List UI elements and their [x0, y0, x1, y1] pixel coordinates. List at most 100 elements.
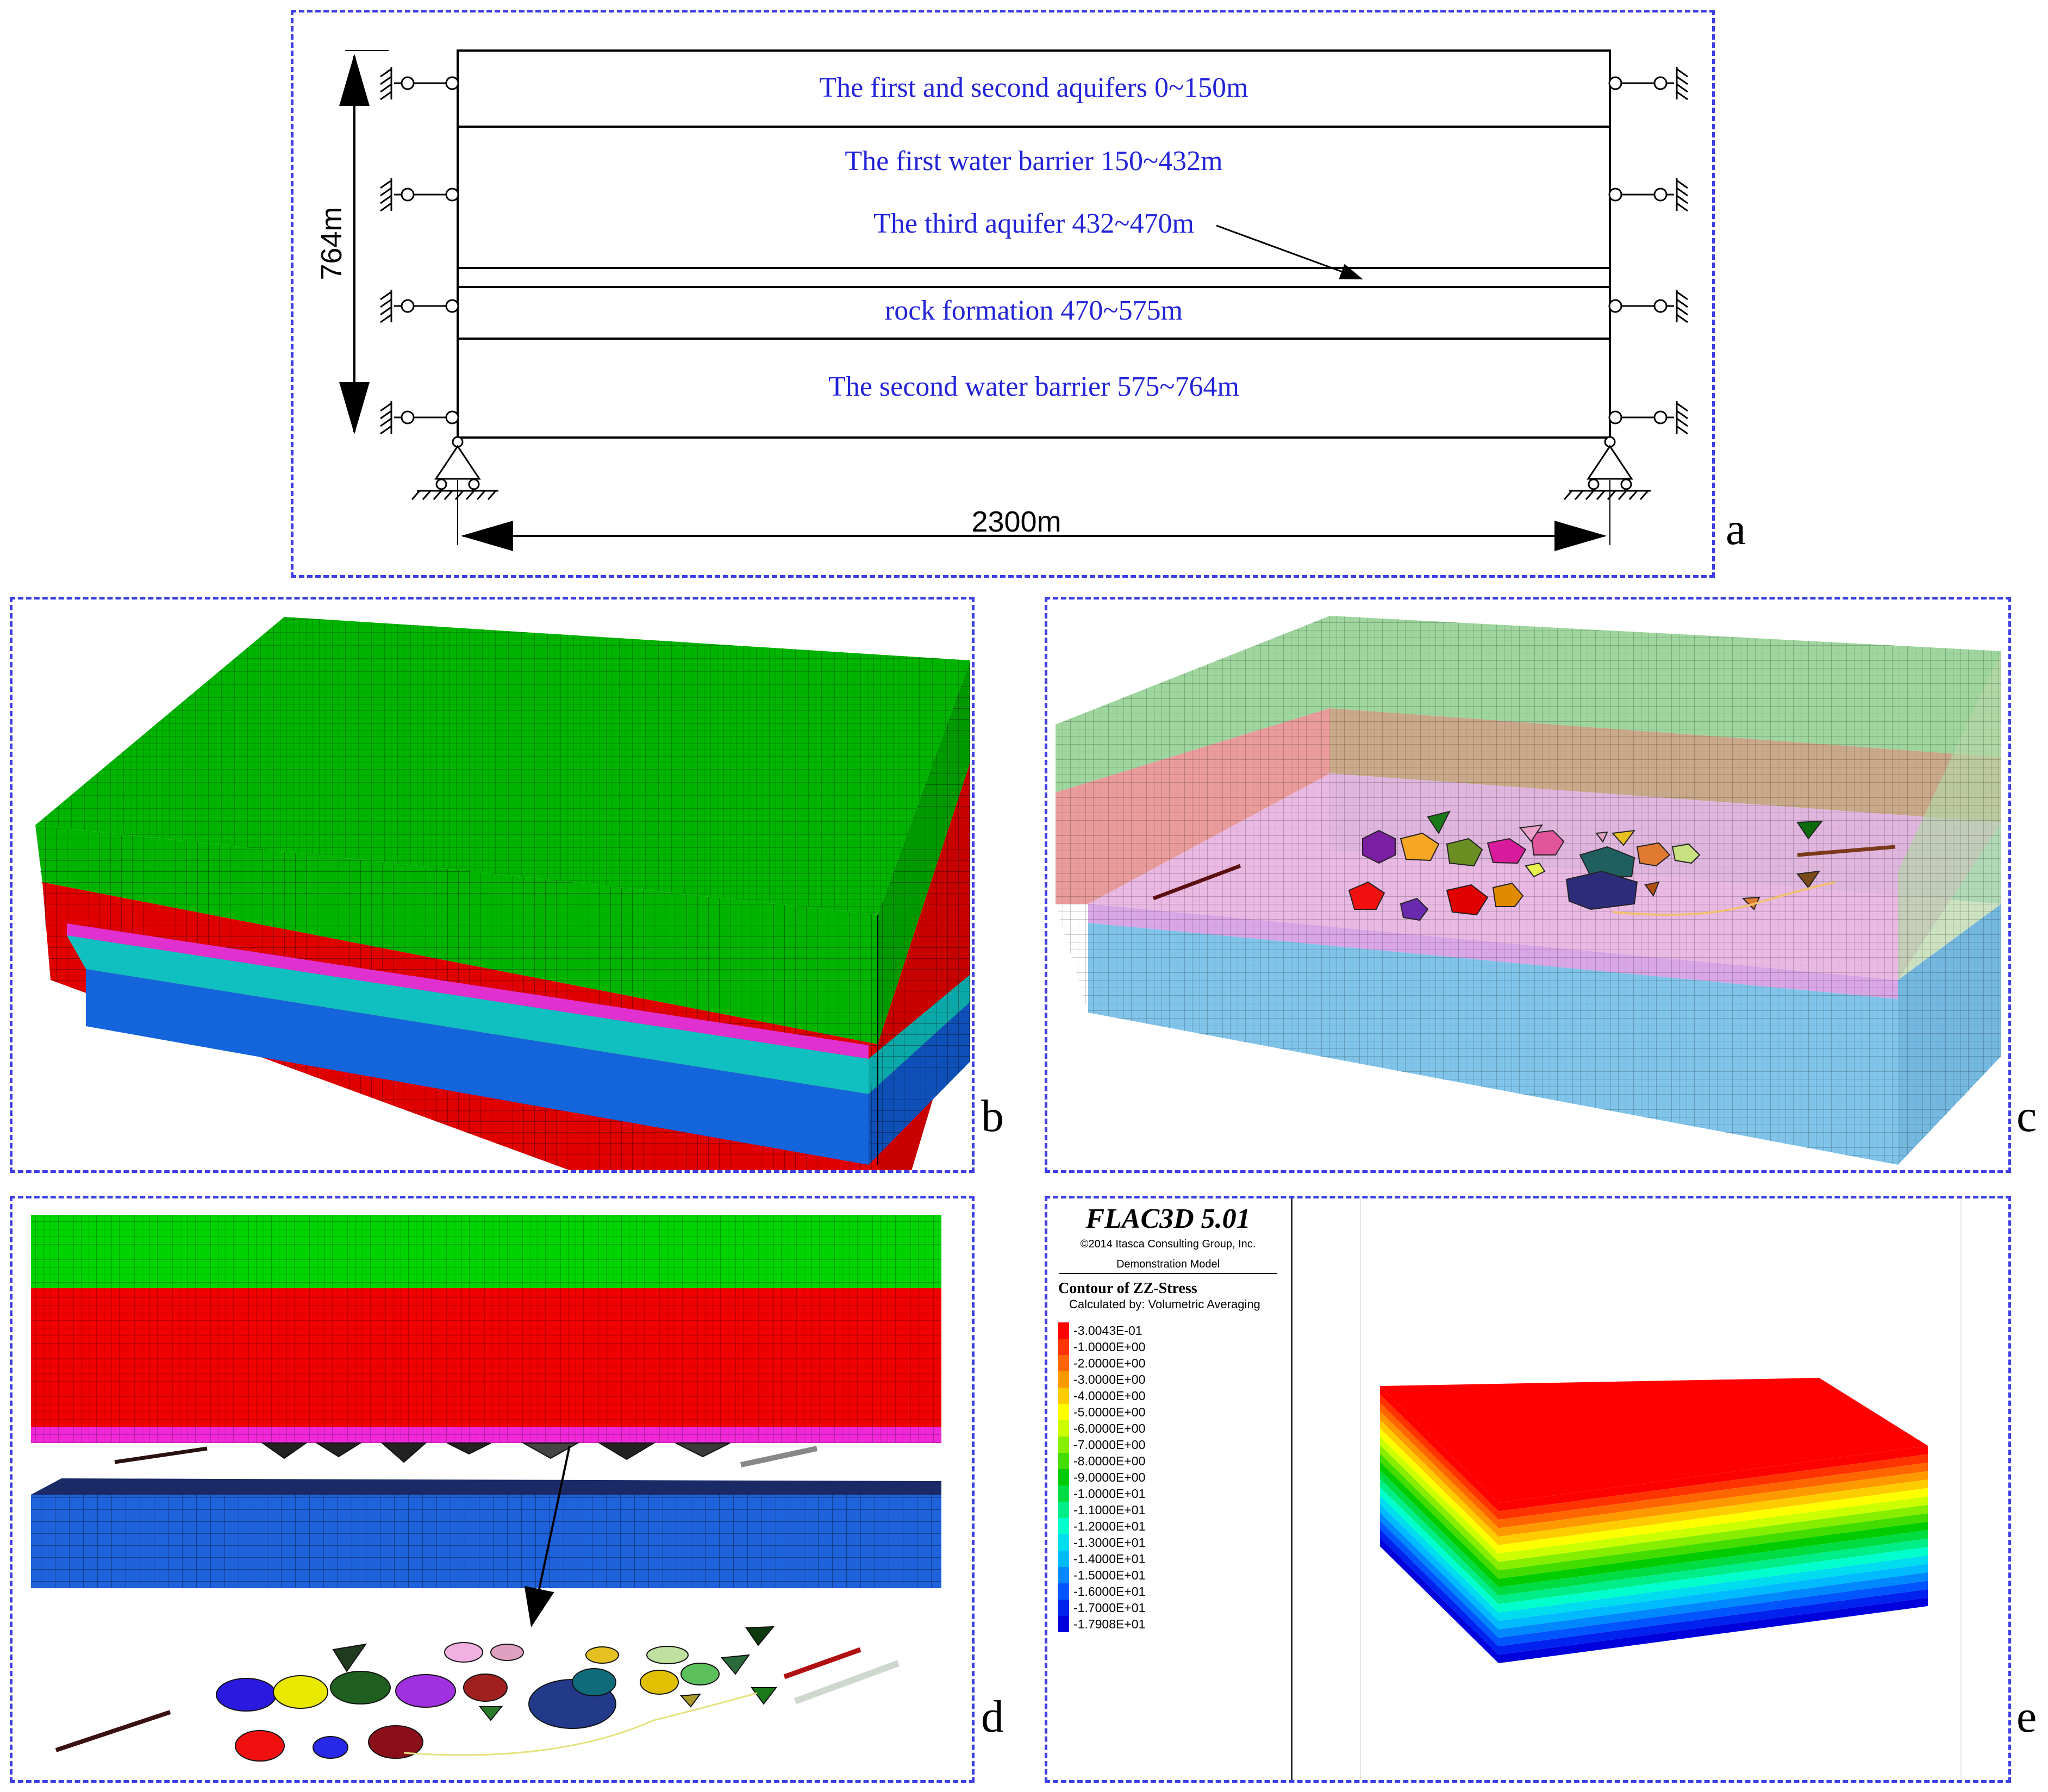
lower-top-face	[31, 1478, 941, 1495]
contour-band-front	[1380, 1504, 1498, 1629]
legend-value: -1.1000E+01	[1073, 1502, 1146, 1517]
copyright-text: ©2014 Itasca Consulting Group, Inc.	[1080, 1238, 1256, 1250]
legend-value: -9.0000E+00	[1073, 1470, 1146, 1484]
panel-b	[10, 597, 975, 1173]
bottom-pin-supports	[411, 436, 1651, 500]
panel-b-mesh-model	[35, 617, 970, 1170]
panel-c	[1045, 597, 2011, 1173]
legend-swatch	[1058, 1518, 1069, 1534]
contour-band-front	[1380, 1420, 1498, 1545]
contour-band-front	[1380, 1394, 1498, 1520]
layer-label-5: The second water barrier 575~764m	[828, 371, 1239, 402]
contour-band-front	[1380, 1470, 1498, 1596]
panel-label-c: c	[2016, 1091, 2037, 1141]
panel-label-a: a	[1726, 504, 1746, 554]
legend-swatch	[1058, 1551, 1069, 1567]
legend-entry: -3.0043E-01	[1058, 1322, 1142, 1339]
panel-a: The first and second aquifers 0~150m The…	[291, 10, 1715, 578]
roadway-left	[1152, 864, 1241, 901]
legend-swatch	[1058, 1534, 1069, 1551]
contour-band-right	[1498, 1538, 1928, 1604]
layer-label-4: rock formation 470~575m	[885, 295, 1183, 326]
contour-band-front	[1380, 1495, 1498, 1621]
model-outline	[457, 49, 1611, 439]
front-layer-bottom	[86, 969, 869, 1165]
contour-band-front	[1380, 1487, 1498, 1613]
legend-swatch	[1058, 1420, 1069, 1437]
contour-band-front	[1380, 1538, 1498, 1663]
contour-band-right	[1498, 1547, 1928, 1613]
contour-band-front	[1380, 1428, 1498, 1554]
legend-value: -4.0000E+00	[1073, 1388, 1146, 1403]
contour-band-front	[1380, 1453, 1498, 1579]
software-title: FLAC3D 5.01	[1085, 1203, 1251, 1234]
front-layer-aquifer3	[67, 923, 869, 1059]
layer-label-1: The first and second aquifers 0~150m	[819, 72, 1248, 103]
contour-band-front	[1380, 1445, 1498, 1571]
legend-value: -2.0000E+00	[1073, 1356, 1146, 1370]
panel-c-transparent-model	[1056, 616, 2001, 1165]
contour-band-right	[1498, 1479, 1928, 1545]
legend-entry: -6.0000E+00	[1058, 1420, 1145, 1437]
layer-label-3: The third aquifer 432~470m	[873, 208, 1194, 239]
contour-band-front	[1380, 1462, 1498, 1588]
contour-band-right	[1498, 1471, 1928, 1537]
legend-swatch	[1058, 1583, 1069, 1600]
legend-swatch	[1058, 1322, 1069, 1339]
contour-band-right	[1498, 1488, 1928, 1554]
legend-value: -1.0000E+01	[1073, 1486, 1146, 1501]
legend-swatch	[1058, 1453, 1069, 1469]
legend-swatch	[1058, 1388, 1069, 1404]
legend-swatch	[1058, 1469, 1069, 1485]
legend-value: -1.6000E+01	[1073, 1584, 1146, 1599]
legend-entry: -3.0000E+00	[1058, 1371, 1145, 1388]
legend-entry: -1.6000E+01	[1058, 1583, 1145, 1600]
width-label: 2300m	[971, 505, 1061, 538]
legend-swatch	[1058, 1502, 1069, 1518]
flac-header: FLAC3D 5.01 ©2014 Itasca Consulting Grou…	[1054, 1203, 1282, 1274]
layer-label-2: The first water barrier 150~432m	[845, 146, 1222, 177]
view-line-right	[1960, 1198, 1962, 1780]
left-roller-supports	[380, 67, 459, 435]
contour-band-right	[1498, 1589, 1928, 1655]
enlarged-roadway-grey	[794, 1660, 900, 1704]
legend-entry: -4.0000E+00	[1058, 1388, 1145, 1404]
model-name: Demonstration Model	[1116, 1258, 1220, 1270]
legend-entry: -7.0000E+00	[1058, 1437, 1145, 1453]
legend-value: -1.5000E+01	[1073, 1568, 1146, 1582]
enlarged-roadway-left	[55, 1710, 171, 1752]
panel-label-e: e	[2016, 1691, 2037, 1742]
panel-a-diagram: The first and second aquifers 0~150m The…	[315, 49, 1688, 551]
legend-entry: -1.2000E+01	[1058, 1518, 1145, 1534]
legend-divider	[1291, 1198, 1293, 1780]
contour-band-front	[1380, 1529, 1498, 1655]
contour-band-front	[1380, 1521, 1498, 1646]
contour-band-front	[1380, 1478, 1498, 1604]
contour-band-front	[1380, 1411, 1498, 1537]
height-label: 764m	[315, 207, 348, 280]
right-roller-supports	[1608, 67, 1688, 435]
contour-band-front	[1380, 1512, 1498, 1638]
contour-band-front	[1380, 1403, 1498, 1528]
contour-band-right	[1498, 1521, 1928, 1588]
contour-band-right	[1498, 1555, 1928, 1621]
panel-label-b: b	[981, 1091, 1004, 1141]
legend-swatch	[1058, 1371, 1069, 1388]
legend-swatch	[1058, 1355, 1069, 1371]
contour-band-right	[1498, 1496, 1928, 1562]
panel-e: FLAC3D 5.01 ©2014 Itasca Consulting Grou…	[1045, 1196, 2011, 1783]
legend-value: -7.0000E+00	[1073, 1437, 1146, 1452]
enlarged-connecting-roadway	[403, 1692, 758, 1756]
legend-entry: -1.0000E+00	[1058, 1339, 1145, 1355]
legend-entry: -1.1000E+01	[1058, 1502, 1145, 1518]
legend-swatch	[1058, 1437, 1069, 1453]
legend-value: -3.0043E-01	[1073, 1323, 1142, 1338]
legend-entry: -2.0000E+00	[1058, 1355, 1145, 1371]
legend-value: -1.4000E+01	[1073, 1551, 1146, 1566]
contour-top-face	[1380, 1378, 1928, 1503]
legend-entry: -1.7000E+01	[1058, 1600, 1145, 1616]
contour-band-front	[1380, 1437, 1498, 1562]
contour-band-right	[1498, 1597, 1928, 1663]
legend-value: -5.0000E+00	[1073, 1404, 1146, 1419]
contour-band-right	[1498, 1564, 1928, 1629]
